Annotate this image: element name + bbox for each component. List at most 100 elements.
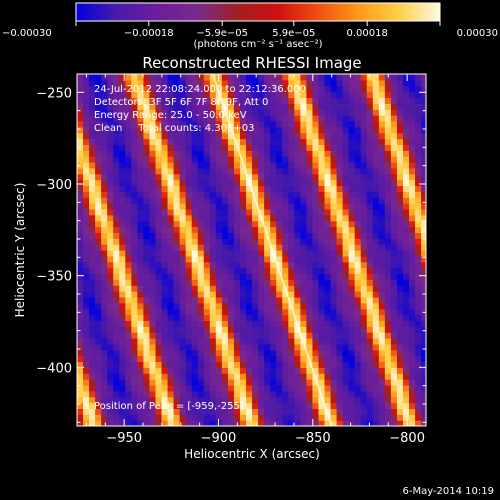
heatmap-cell — [221, 214, 229, 222]
heatmap-cell — [384, 226, 392, 233]
heatmap-cell — [89, 132, 96, 140]
heatmap-cell — [125, 185, 132, 192]
heatmap-cell — [131, 203, 138, 210]
heatmap-cell — [185, 109, 193, 116]
heatmap-cell — [143, 220, 151, 228]
heatmap-cell — [119, 273, 126, 280]
plot-frame — [76, 73, 427, 427]
heatmap-cell — [294, 367, 301, 374]
heatmap-cell — [155, 208, 163, 216]
heatmap-cell — [203, 97, 211, 104]
heatmap-cell — [107, 402, 114, 409]
heatmap-cell — [77, 373, 84, 380]
heatmap-cell — [239, 273, 247, 280]
heatmap-cell — [137, 226, 145, 233]
heatmap-cell — [415, 162, 422, 169]
heatmap-cell — [125, 85, 132, 93]
heatmap-cell — [167, 115, 175, 122]
heatmap-cell — [258, 85, 265, 93]
heatmap-cell — [149, 109, 157, 116]
heatmap-cell — [336, 261, 344, 269]
heatmap-cell — [173, 220, 181, 228]
heatmap-cell — [264, 103, 271, 110]
heatmap-cell — [324, 91, 332, 99]
heatmap-cell — [384, 120, 392, 128]
heatmap-cell — [227, 97, 235, 104]
heatmap-cell — [131, 167, 138, 175]
heatmap-cell — [264, 402, 271, 409]
heatmap-cell — [173, 285, 181, 292]
heatmap-cell — [95, 179, 102, 187]
heatmap-cell — [95, 349, 102, 357]
heatmap-cell — [348, 402, 356, 409]
heatmap-cell — [107, 79, 114, 87]
heatmap-cell — [306, 285, 314, 292]
heatmap-cell — [155, 326, 163, 333]
heatmap-cell — [330, 208, 338, 216]
heatmap-cell — [167, 291, 175, 298]
heatmap-cell — [384, 314, 392, 321]
heatmap-cell — [149, 355, 157, 363]
heatmap-cell — [409, 132, 416, 140]
heatmap-cell — [312, 244, 320, 251]
heatmap-cell — [143, 179, 151, 187]
heatmap-cell — [264, 132, 271, 140]
heatmap-cell — [306, 103, 314, 110]
heatmap-cell — [378, 91, 386, 99]
heatmap-cell — [312, 238, 320, 245]
heatmap-cell — [233, 162, 241, 169]
heatmap-cell — [179, 326, 187, 333]
heatmap-cell — [264, 250, 271, 257]
heatmap-cell — [306, 197, 314, 204]
heatmap-cell — [264, 167, 271, 175]
heatmap-cell — [354, 402, 362, 409]
heatmap-cell — [227, 238, 235, 245]
heatmap-cell — [415, 285, 422, 292]
heatmap-cell — [191, 320, 199, 327]
heatmap-cell — [258, 115, 265, 122]
heatmap-cell — [107, 244, 114, 251]
heatmap-cell — [294, 384, 301, 392]
heatmap-cell — [396, 402, 404, 409]
heatmap-cell — [354, 390, 362, 398]
heatmap-cell — [324, 197, 332, 204]
heatmap-cell — [306, 343, 314, 351]
heatmap-cell — [258, 138, 265, 145]
heatmap-cell — [366, 132, 374, 140]
heatmap-cell — [300, 156, 307, 163]
heatmap-cell — [276, 390, 283, 398]
heatmap-cell — [191, 97, 199, 104]
heatmap-cell — [95, 408, 102, 415]
heatmap-cell — [324, 226, 332, 233]
heatmap-cell — [137, 132, 145, 140]
heatmap-cell — [252, 144, 259, 151]
heatmap-cell — [101, 420, 108, 426]
heatmap-cell — [113, 308, 120, 316]
heatmap-cell — [77, 191, 84, 198]
heatmap-cell — [415, 185, 422, 192]
heatmap-cell — [306, 302, 314, 310]
heatmap-cell — [409, 390, 416, 398]
heatmap-cell — [131, 214, 138, 222]
heatmap-cell — [366, 273, 374, 280]
heatmap-cell — [89, 203, 96, 210]
heatmap-cell — [318, 85, 326, 93]
heatmap-cell — [113, 361, 120, 368]
heatmap-cell — [384, 138, 392, 145]
heatmap-cell — [336, 291, 344, 298]
heatmap-cell — [167, 132, 175, 140]
heatmap-cell — [221, 91, 229, 99]
heatmap-cell — [264, 238, 271, 245]
heatmap-cell — [113, 326, 120, 333]
heatmap-cell — [137, 138, 145, 145]
heatmap-cell — [221, 420, 229, 426]
heatmap-cell — [143, 390, 151, 398]
heatmap-cell — [294, 244, 301, 251]
heatmap-cell — [300, 214, 307, 222]
heatmap-cell — [294, 296, 301, 304]
heatmap-cell — [137, 396, 145, 404]
heatmap-cell — [421, 355, 426, 363]
heatmap-cell — [209, 338, 217, 345]
heatmap-cell — [167, 273, 175, 280]
heatmap-cell — [191, 420, 199, 426]
